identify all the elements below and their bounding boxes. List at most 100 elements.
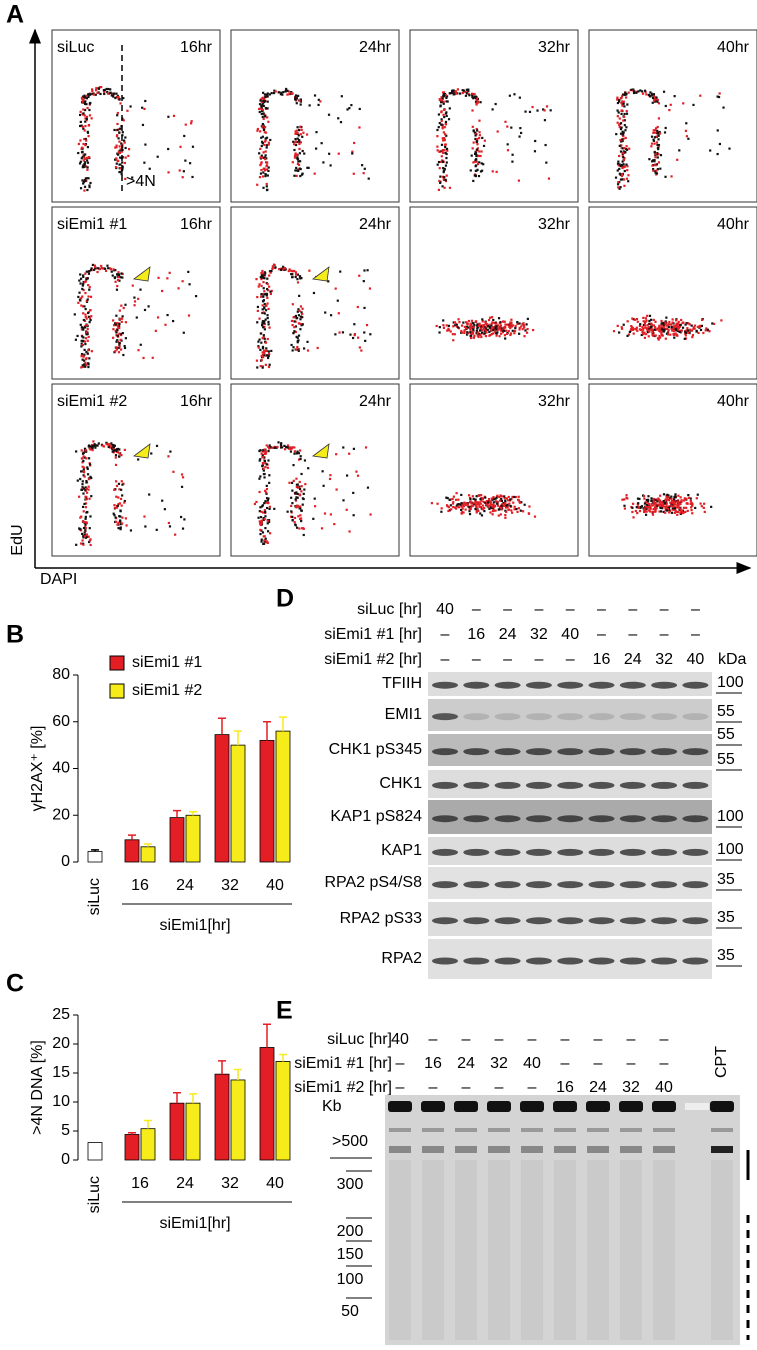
cell-dot — [673, 495, 676, 499]
cell-dot — [504, 499, 507, 502]
cell-dot — [652, 131, 655, 134]
cell-dot — [296, 504, 299, 507]
cell-dot — [148, 167, 151, 170]
cell-dot — [472, 141, 475, 144]
cell-dot — [440, 98, 444, 102]
cell-dot — [639, 506, 642, 510]
cell-dot — [80, 449, 83, 452]
cell-dot — [476, 148, 479, 151]
cell-dot — [445, 152, 448, 156]
cell-dot — [474, 137, 477, 141]
cell-dot — [474, 150, 477, 154]
cell-dot — [438, 150, 441, 153]
cell-dot — [195, 295, 198, 298]
cell-dot — [265, 292, 268, 295]
cell-dot — [662, 500, 665, 503]
cell-dot — [483, 332, 486, 335]
cell-dot — [667, 505, 670, 508]
lane-header: siEmi1 #2 [hr] — [294, 1079, 392, 1096]
lane-value: – — [396, 1079, 405, 1096]
cell-dot — [320, 527, 324, 530]
cell-dot — [129, 529, 133, 532]
band — [494, 781, 521, 789]
band — [557, 848, 584, 856]
cell-dot — [483, 507, 486, 510]
bar — [259, 740, 275, 863]
cell-dot — [447, 506, 450, 509]
cell-dot — [84, 96, 87, 99]
cell-dot — [298, 152, 302, 155]
cell-dot — [618, 99, 621, 102]
cell-dot — [532, 328, 535, 332]
cell-dot — [505, 506, 508, 509]
y-tick-label: 15 — [52, 1064, 70, 1081]
cell-dot — [652, 333, 655, 336]
cell-dot — [262, 99, 265, 103]
cell-dot — [260, 144, 263, 148]
cell-dot — [87, 349, 90, 352]
cell-dot — [442, 326, 446, 329]
cell-dot — [124, 156, 127, 159]
cell-dot — [696, 325, 699, 329]
cell-dot — [115, 506, 119, 509]
cell-dot — [84, 364, 88, 367]
cell-dot — [111, 450, 114, 453]
lane-value: – — [472, 651, 481, 668]
cell-dot — [161, 499, 164, 502]
cell-dot — [172, 114, 176, 117]
cell-dot — [503, 329, 506, 332]
cell-dot — [298, 527, 301, 530]
cell-dot — [626, 165, 629, 168]
cell-dot — [299, 133, 302, 136]
cell-dot — [116, 278, 120, 282]
cell-dot — [85, 511, 88, 514]
cell-dot — [77, 295, 80, 299]
cell-dot — [477, 509, 480, 512]
cell-dot — [657, 134, 660, 137]
band — [588, 848, 615, 856]
cell-dot — [350, 104, 353, 107]
dot-cloud — [75, 440, 186, 547]
cell-dot — [439, 105, 442, 108]
cell-dot — [83, 108, 87, 112]
cell-dot — [495, 334, 498, 337]
cell-dot — [81, 284, 84, 287]
cell-dot — [498, 335, 501, 338]
cell-dot — [261, 353, 265, 356]
cell-dot — [692, 327, 695, 331]
cell-dot — [462, 511, 465, 514]
cell-dot — [679, 496, 682, 499]
cell-dot — [654, 334, 657, 337]
cell-dot — [616, 169, 619, 172]
cell-dot — [453, 321, 457, 324]
cell-dot — [121, 483, 124, 486]
cell-dot — [262, 104, 265, 108]
cell-dot — [267, 166, 270, 169]
cell-dot — [476, 162, 480, 166]
cell-dot — [84, 179, 87, 183]
cell-dot — [116, 122, 119, 126]
cell-dot — [164, 323, 167, 326]
cell-dot — [293, 174, 296, 177]
cell-dot — [480, 150, 483, 153]
cell-dot — [471, 331, 474, 334]
cell-dot — [644, 326, 647, 329]
cell-dot — [685, 497, 688, 500]
cell-dot — [650, 328, 654, 331]
cell-dot — [115, 314, 118, 317]
cell-dot — [672, 498, 676, 501]
cell-dot — [658, 510, 661, 513]
cell-dot — [480, 335, 483, 339]
cell-dot — [82, 127, 85, 130]
cell-dot — [491, 321, 494, 324]
cell-dot — [648, 326, 652, 330]
cell-dot — [301, 527, 304, 530]
cell-dot — [84, 313, 87, 316]
well — [487, 1101, 511, 1112]
cell-dot — [262, 467, 265, 471]
cell-dot — [263, 320, 266, 323]
cell-dot — [258, 317, 261, 320]
cell-dot — [263, 509, 266, 512]
dot-cloud — [77, 86, 195, 192]
cell-dot — [116, 284, 119, 288]
